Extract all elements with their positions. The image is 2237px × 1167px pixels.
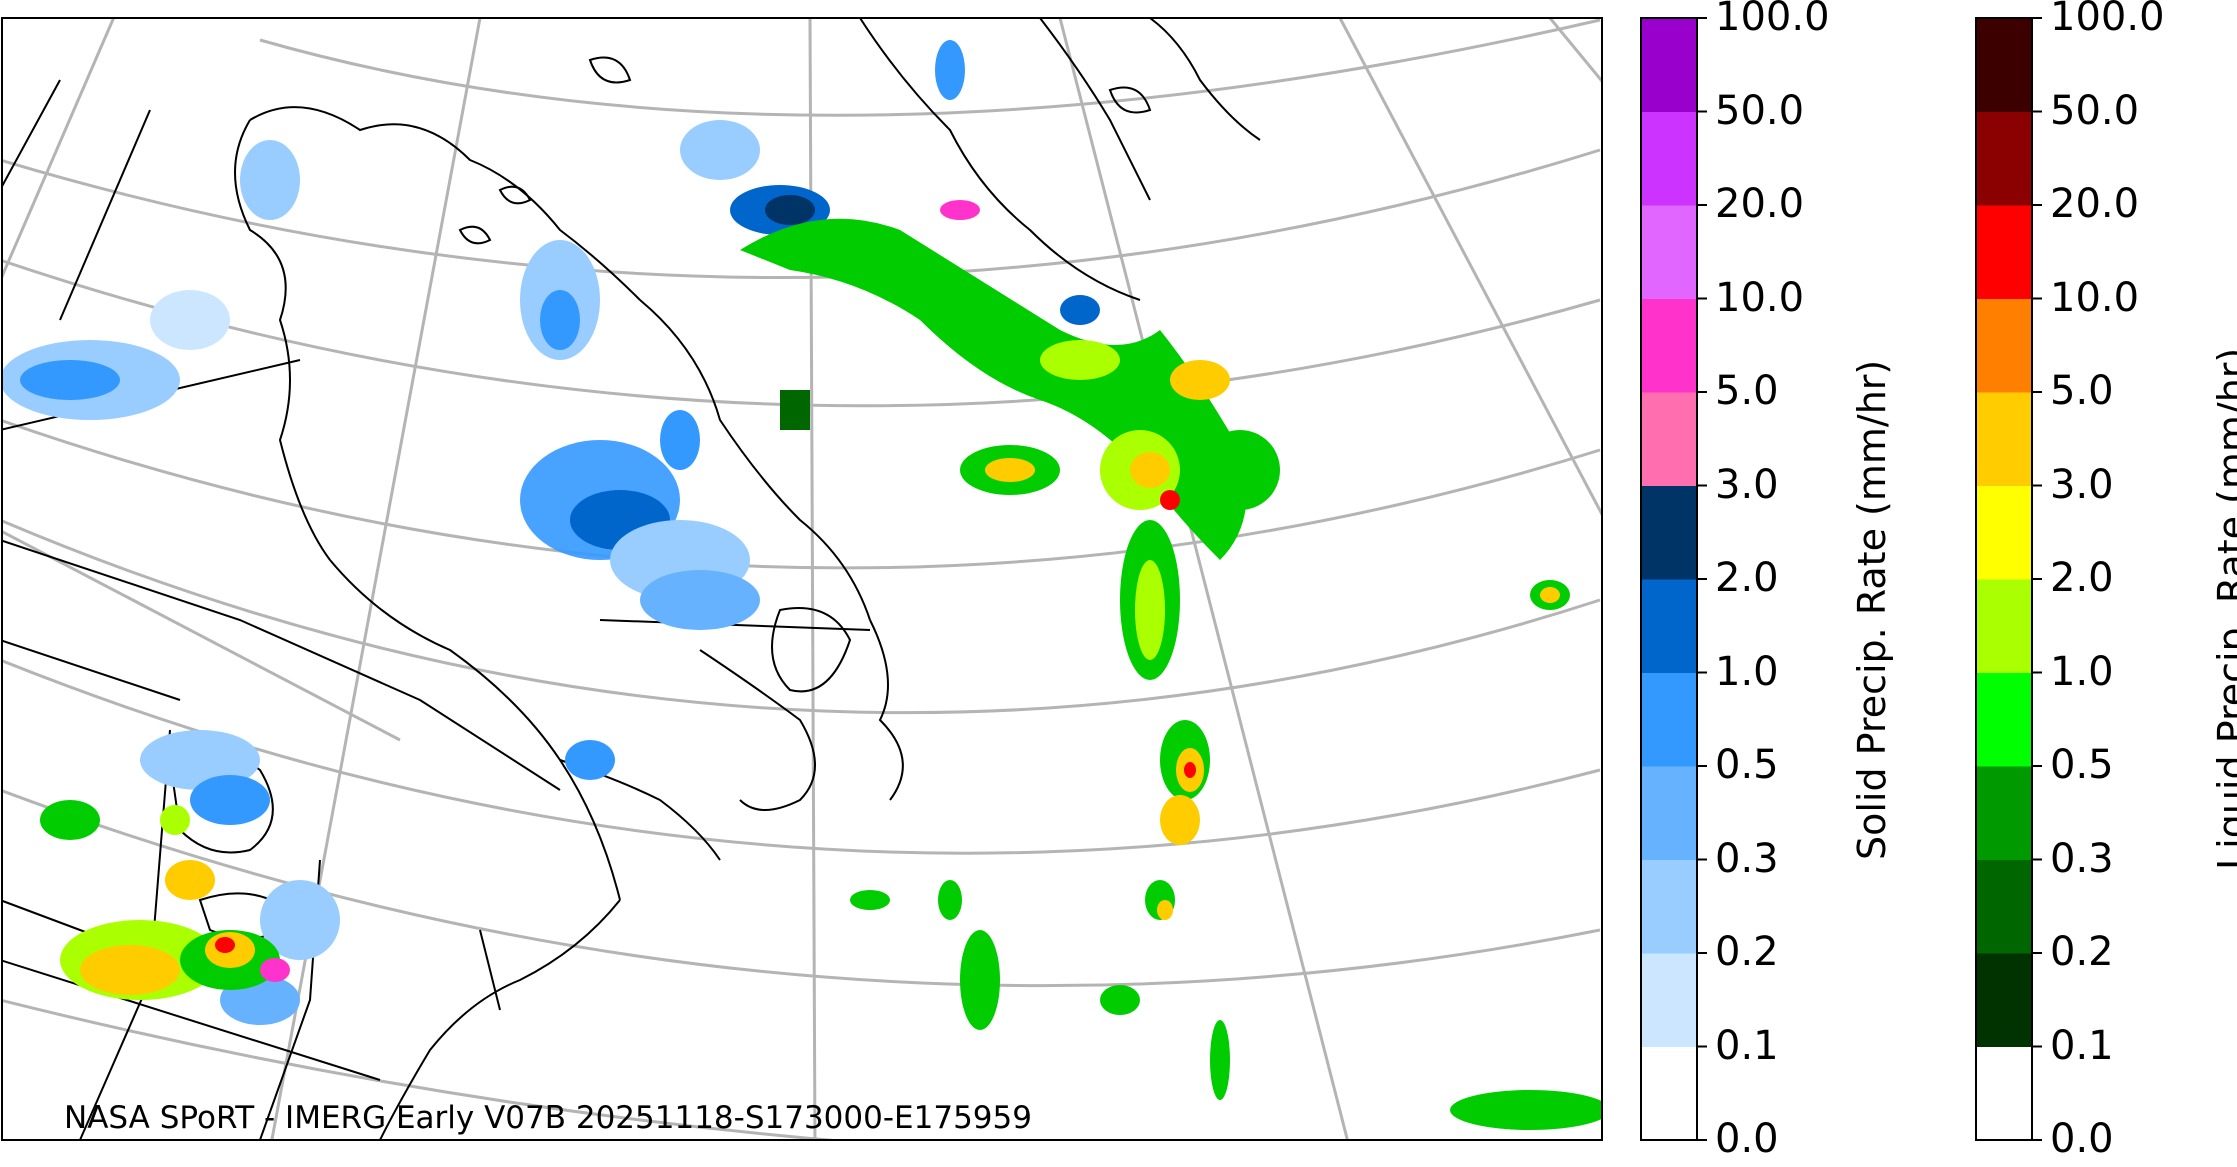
colorbar-tick-label: 3.0 <box>1715 461 1779 508</box>
colorbar-tick-label: 50.0 <box>2050 87 2140 134</box>
colorbar-tick-label: 0.3 <box>1715 835 1779 882</box>
colorbar-segment <box>1976 1046 2032 1141</box>
colorbar-segment <box>1976 298 2032 393</box>
colorbar-segment <box>1641 859 1697 954</box>
colorbar-tick-label: 1.0 <box>1715 648 1779 695</box>
colorbar-tick-label: 0.2 <box>2050 929 2114 975</box>
colorbar-segment <box>1641 205 1697 299</box>
latitude-line <box>2 148 1601 280</box>
colorbar-tick-label: 20.0 <box>1715 181 1805 227</box>
latitude-line <box>259 18 1601 117</box>
longitude-line <box>1548 18 1602 84</box>
colorbar-tick-label: 0.3 <box>2050 835 2114 882</box>
colorbar-tick-label: 5.0 <box>2050 368 2114 414</box>
colorbar-tick-label: 0.0 <box>1715 1116 1779 1162</box>
colorbar-segment <box>1641 1046 1697 1141</box>
latitude-line <box>2 419 1601 570</box>
colorbar-segment <box>1976 205 2032 299</box>
colorbar-tick-label: 2.0 <box>2050 555 2114 601</box>
colorbar-tick-label: 0.2 <box>1715 929 1779 975</box>
colorbar-segment <box>1976 485 2032 580</box>
liquid-colorbar-title: Liquid Precip. Rate (mm/hr) <box>2210 347 2237 870</box>
longitude-line <box>1338 18 1602 518</box>
colorbar-segment <box>1641 953 1697 1047</box>
colorbar-tick-label: 100.0 <box>1715 0 1830 40</box>
colorbar-segment <box>1641 485 1697 580</box>
colorbar-tick-label: 10.0 <box>1715 274 1805 321</box>
colorbar-tick-label: 0.5 <box>1715 742 1779 788</box>
colorbar-segment <box>1641 579 1697 673</box>
latitude-line <box>2 998 846 1140</box>
colorbar-segment <box>1976 859 2032 954</box>
colorbar-tick-label: 50.0 <box>1715 87 1805 134</box>
solid-precip-colorbar <box>1640 17 1707 1141</box>
map-frame <box>1 17 1603 1141</box>
latitude-line <box>500 0 1600 13</box>
colorbar-tick-label: 10.0 <box>2050 274 2140 321</box>
colorbar-tick-label: 0.1 <box>1715 1022 1779 1069</box>
colorbar-segment <box>1641 766 1697 860</box>
colorbar-tick-label: 2.0 <box>1715 555 1779 601</box>
liquid-precip-colorbar <box>1975 17 2042 1141</box>
colorbar-segment <box>1641 298 1697 393</box>
longitude-line <box>270 18 482 1140</box>
colorbar-segment <box>1641 18 1697 112</box>
map-credit: NASA SPoRT - IMERG Early V07B 20251118-S… <box>64 1100 1032 1136</box>
coastlines <box>2 18 1261 1140</box>
longitude-line <box>1058 18 1349 1140</box>
colorbar-tick-label: 0.1 <box>2050 1022 2114 1069</box>
colorbar-tick-label: 20.0 <box>2050 181 2140 227</box>
colorbar-segment <box>1976 672 2032 767</box>
colorbar-segment <box>1641 672 1697 767</box>
colorbar-tick-label: 1.0 <box>2050 648 2114 695</box>
colorbar-segment <box>1976 766 2032 860</box>
solid-colorbar-title: Solid Precip. Rate (mm/hr) <box>1850 359 1894 860</box>
colorbar-segment <box>1976 18 2032 112</box>
latitude-line <box>2 789 1601 988</box>
colorbar-segment <box>1641 392 1697 486</box>
colorbar-segment <box>1976 392 2032 486</box>
colorbar-tick-label: 3.0 <box>2050 461 2114 508</box>
colorbar-tick-label: 100.0 <box>2050 0 2165 40</box>
colorbar-segment <box>1976 111 2032 206</box>
colorbar-tick-label: 0.5 <box>2050 742 2114 788</box>
colorbar-segment <box>1641 111 1697 206</box>
colorbar-tick-label: 5.0 <box>1715 368 1779 414</box>
longitude-line <box>2 18 116 281</box>
latitude-line <box>2 519 1601 715</box>
liquid-precip-layer <box>40 200 1602 1130</box>
colorbar-tick-label: 0.0 <box>2050 1116 2114 1162</box>
solid-precip-layer <box>2 40 1100 1025</box>
colorbar-segment <box>1976 953 2032 1047</box>
colorbar-segment <box>1976 579 2032 673</box>
